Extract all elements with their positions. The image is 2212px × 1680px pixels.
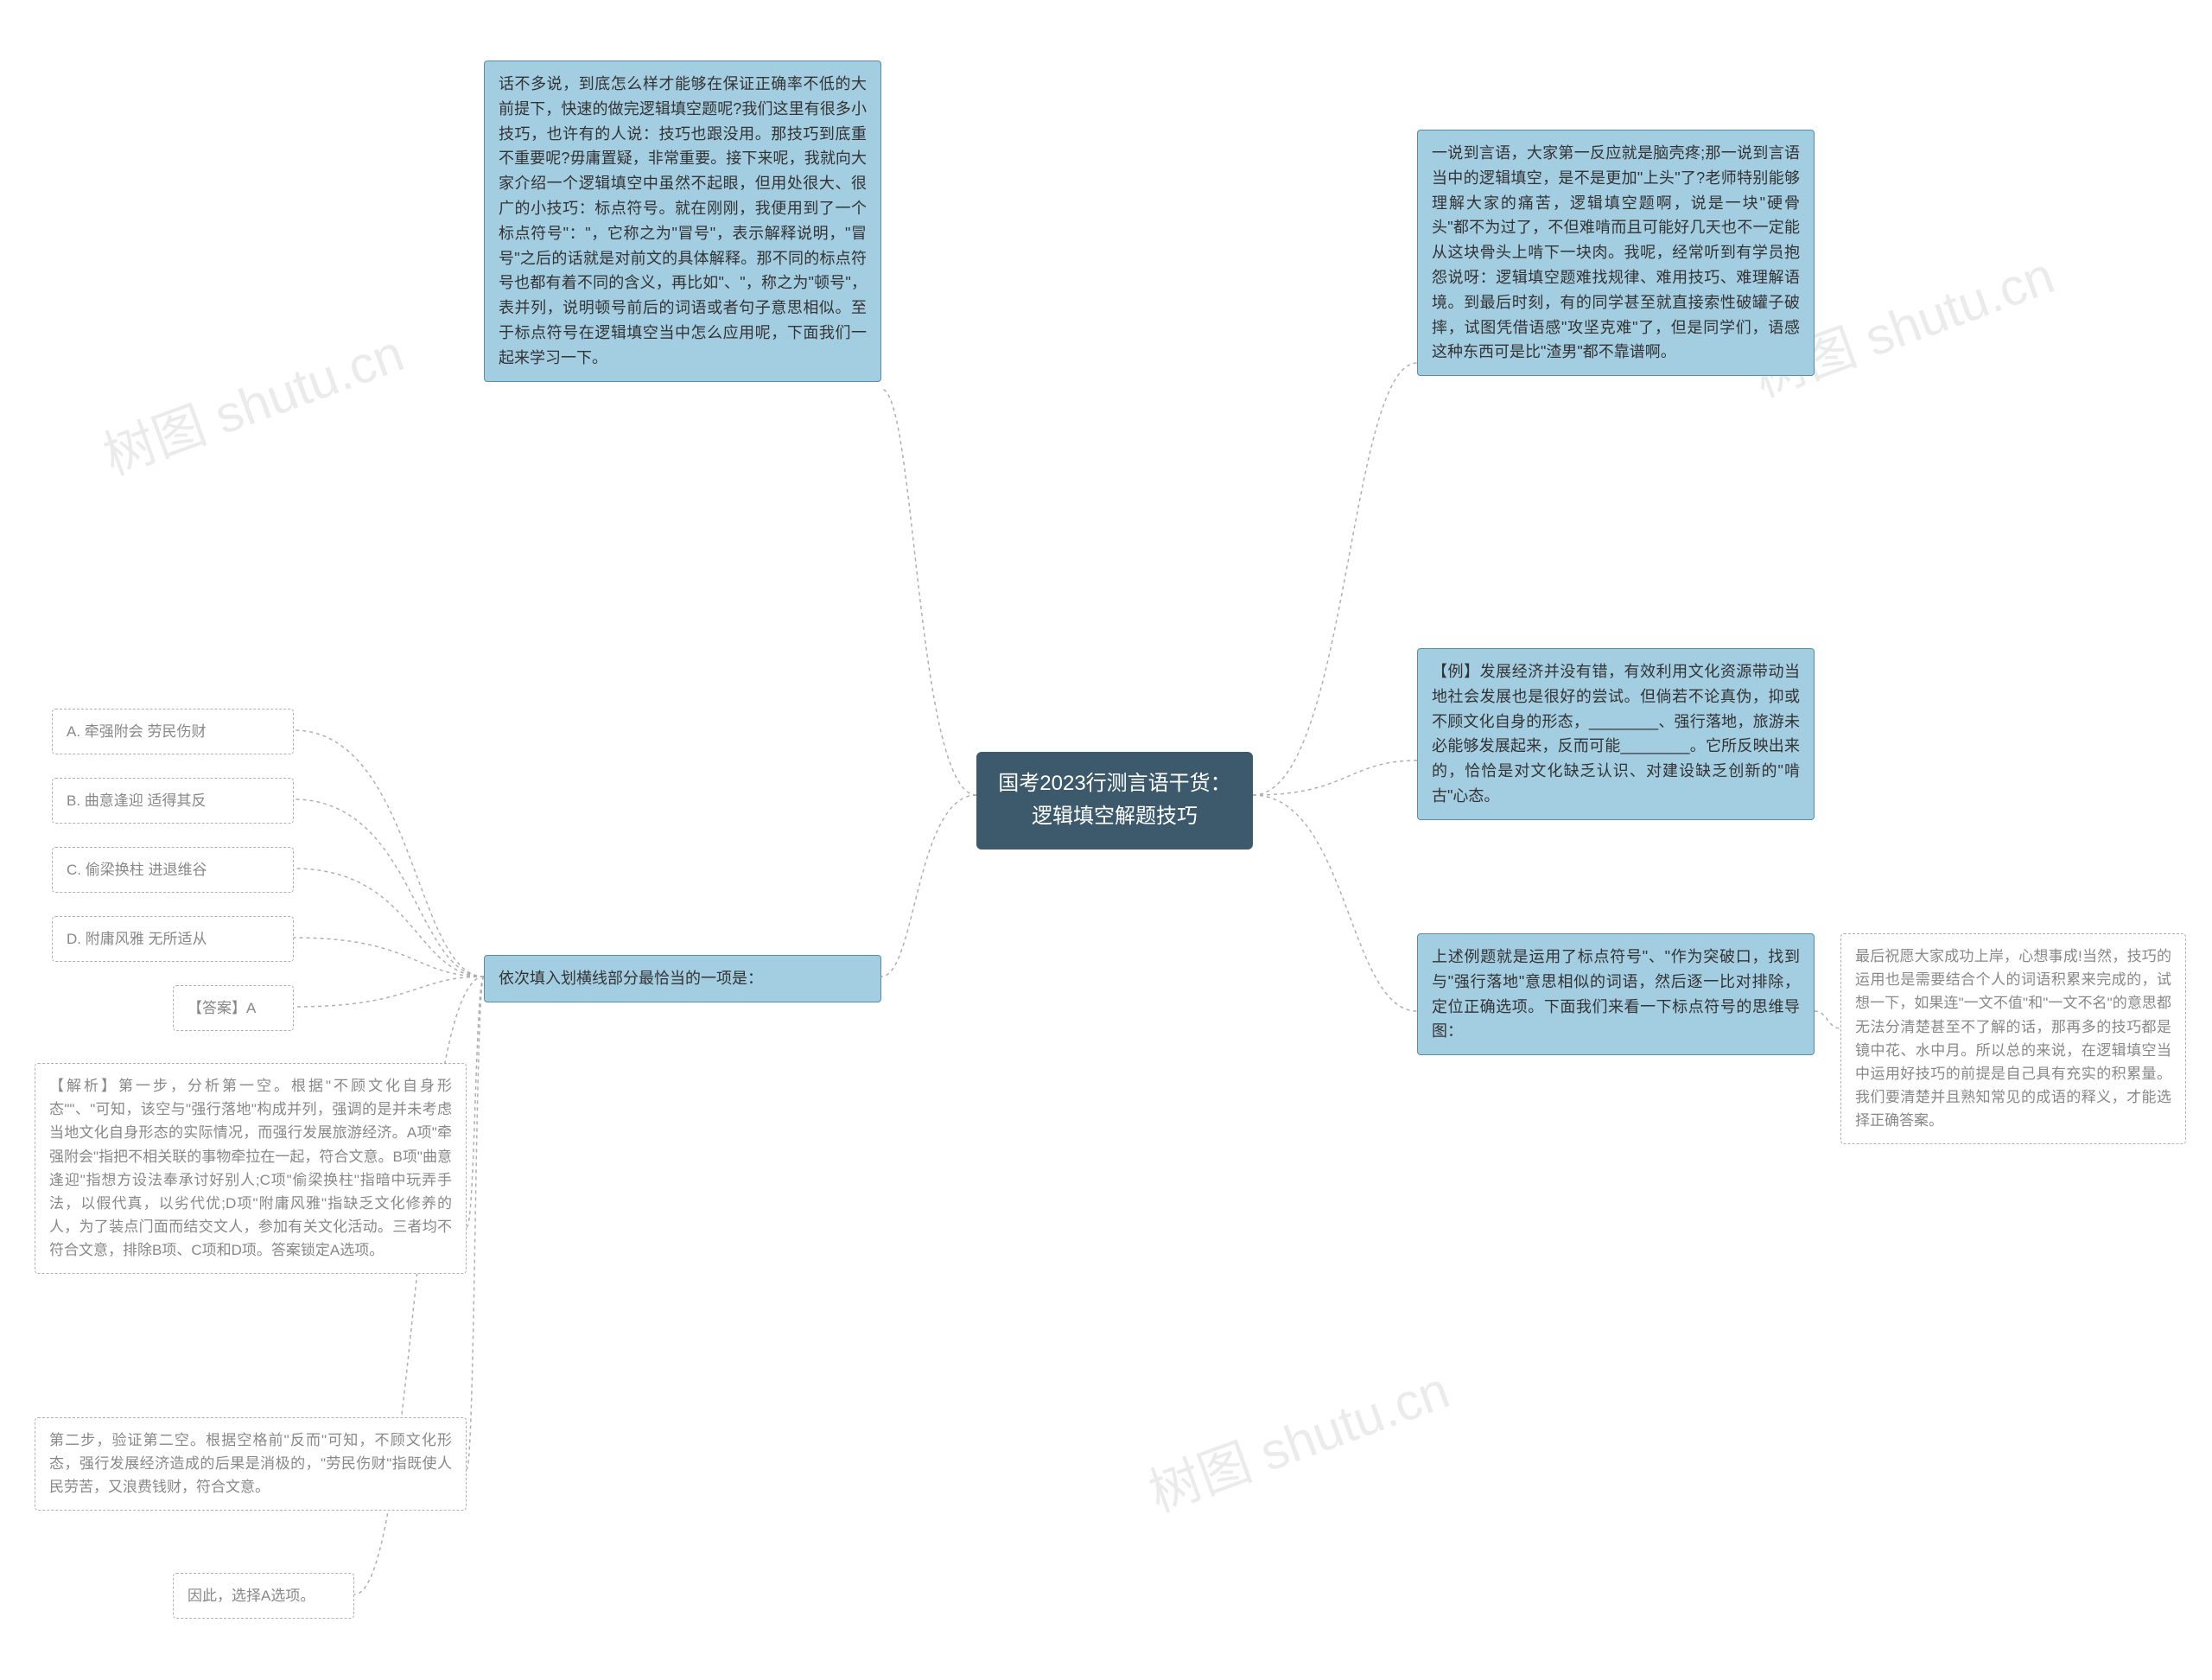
answer-node: 【答案】A xyxy=(173,985,294,1031)
analysis-step-1: 【解析】第一步，分析第一空。根据"不顾文化自身形态""、"可知，该空与"强行落地… xyxy=(35,1063,467,1274)
central-line1: 国考2023行测言语干货： xyxy=(995,767,1234,800)
central-topic: 国考2023行测言语干货： 逻辑填空解题技巧 xyxy=(976,752,1253,850)
central-line2: 逻辑填空解题技巧 xyxy=(995,800,1234,833)
watermark: 树图 shutu.cn xyxy=(92,311,412,489)
option-a: A. 牵强附会 劳民伤财 xyxy=(52,709,294,754)
watermark: 树图 shutu.cn xyxy=(1137,1348,1458,1526)
node-example-question: 【例】发展经济并没有错，有效利用文化资源带动当地社会发展也是很好的尝试。但倘若不… xyxy=(1417,648,1815,820)
option-b: B. 曲意逢迎 适得其反 xyxy=(52,778,294,824)
node-closing-remarks: 最后祝愿大家成功上岸，心想事成!当然，技巧的运用也是需要结合个人的词语积累来完成… xyxy=(1840,933,2186,1144)
analysis-step-2: 第二步，验证第二空。根据空格前"反而"可知，不顾文化形态，强行发展经济造成的后果… xyxy=(35,1417,467,1511)
node-question-stem: 依次填入划横线部分最恰当的一项是： xyxy=(484,955,881,1002)
option-c: C. 偷梁换柱 进退维谷 xyxy=(52,847,294,893)
option-d: D. 附庸风雅 无所适从 xyxy=(52,916,294,962)
node-example-analysis: 上述例题就是运用了标点符号"、"作为突破口，找到与"强行落地"意思相似的词语，然… xyxy=(1417,933,1815,1055)
analysis-conclusion: 因此，选择A选项。 xyxy=(173,1573,354,1619)
node-intro-complaint: 一说到言语，大家第一反应就是脑壳疼;那一说到言语当中的逻辑填空，是不是更加"上头… xyxy=(1417,130,1815,376)
node-technique-punctuation: 话不多说，到底怎么样才能够在保证正确率不低的大前提下，快速的做完逻辑填空题呢?我… xyxy=(484,60,881,382)
